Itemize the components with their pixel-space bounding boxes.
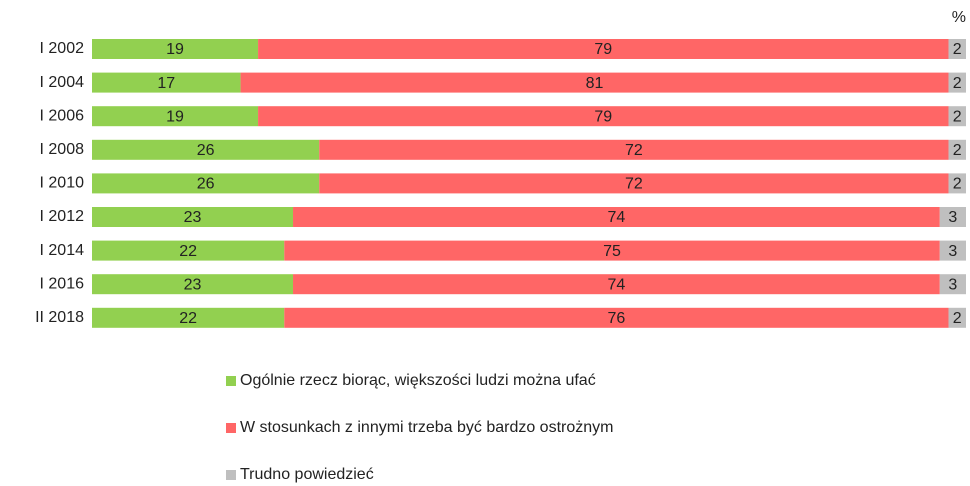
- data-label: 3: [948, 276, 957, 293]
- data-label: 72: [625, 142, 643, 159]
- y-tick-label: I 2012: [40, 208, 85, 225]
- unit-label: %: [952, 9, 966, 26]
- bar-segment: [948, 39, 966, 59]
- bar-segment: [948, 307, 966, 328]
- bar-segment: [948, 106, 966, 127]
- bar-segment: [92, 139, 320, 160]
- bar-segment: [284, 240, 940, 261]
- data-label: 23: [184, 276, 202, 293]
- bar-segment: [939, 207, 966, 227]
- data-label: 72: [625, 176, 643, 193]
- data-label: 76: [608, 310, 626, 327]
- data-label: 81: [586, 75, 604, 92]
- legend-swatch: [226, 376, 236, 386]
- y-tick-label: I 2004: [40, 74, 85, 91]
- data-label: 17: [157, 75, 175, 92]
- bar-segment: [92, 39, 259, 59]
- y-tick-label: I 2016: [40, 275, 85, 292]
- data-label: 3: [948, 243, 957, 260]
- bar-segment: [240, 72, 949, 93]
- y-tick-label: I 2006: [40, 107, 85, 124]
- legend-swatch: [226, 470, 236, 480]
- bar-segment: [948, 72, 966, 93]
- data-label: 2: [953, 176, 962, 193]
- data-label: 74: [608, 209, 626, 226]
- bar-segment: [92, 72, 241, 93]
- data-label: 3: [948, 209, 957, 226]
- data-label: 26: [197, 176, 215, 193]
- y-tick-label: I 2014: [40, 242, 85, 259]
- data-label: 22: [179, 243, 197, 260]
- y-tick-label: I 2002: [40, 40, 85, 57]
- data-label: 2: [953, 75, 962, 92]
- bar-segment: [939, 274, 966, 295]
- bar-segment: [258, 106, 949, 127]
- bar-segment: [92, 240, 285, 261]
- y-tick-label: I 2008: [40, 141, 85, 158]
- y-tick-label: I 2010: [40, 175, 85, 192]
- legend-swatch: [226, 423, 236, 433]
- bar-segment: [948, 139, 966, 160]
- legend-label: Ogólnie rzecz biorąc, większości ludzi m…: [240, 372, 596, 389]
- bar-segment: [319, 173, 949, 194]
- bar-segment: [948, 173, 966, 194]
- data-label: 75: [603, 243, 621, 260]
- data-label: 19: [166, 108, 184, 125]
- data-label: 2: [953, 41, 962, 58]
- bar-segment: [293, 207, 940, 227]
- data-label: 19: [166, 41, 184, 58]
- bar-segment: [319, 139, 949, 160]
- legend-label: W stosunkach z innymi trzeba być bardzo …: [240, 419, 613, 436]
- data-label: 2: [953, 142, 962, 159]
- data-label: 79: [594, 108, 612, 125]
- bar-segment: [92, 307, 285, 328]
- bar-segment: [92, 274, 294, 295]
- data-label: 74: [608, 276, 626, 293]
- bar-segment: [258, 39, 949, 59]
- bar-segment: [293, 274, 940, 295]
- legend-label: Trudno powiedzieć: [240, 466, 374, 483]
- y-tick-label: II 2018: [35, 309, 84, 326]
- data-label: 26: [197, 142, 215, 159]
- data-label: 23: [184, 209, 202, 226]
- data-label: 2: [953, 108, 962, 125]
- data-label: 22: [179, 310, 197, 327]
- bar-segment: [284, 307, 949, 328]
- bar-segment: [939, 240, 966, 261]
- data-label: 79: [594, 41, 612, 58]
- data-label: 2: [953, 310, 962, 327]
- bar-segment: [92, 106, 259, 127]
- bar-segment: [92, 207, 294, 227]
- bar-segment: [92, 173, 320, 194]
